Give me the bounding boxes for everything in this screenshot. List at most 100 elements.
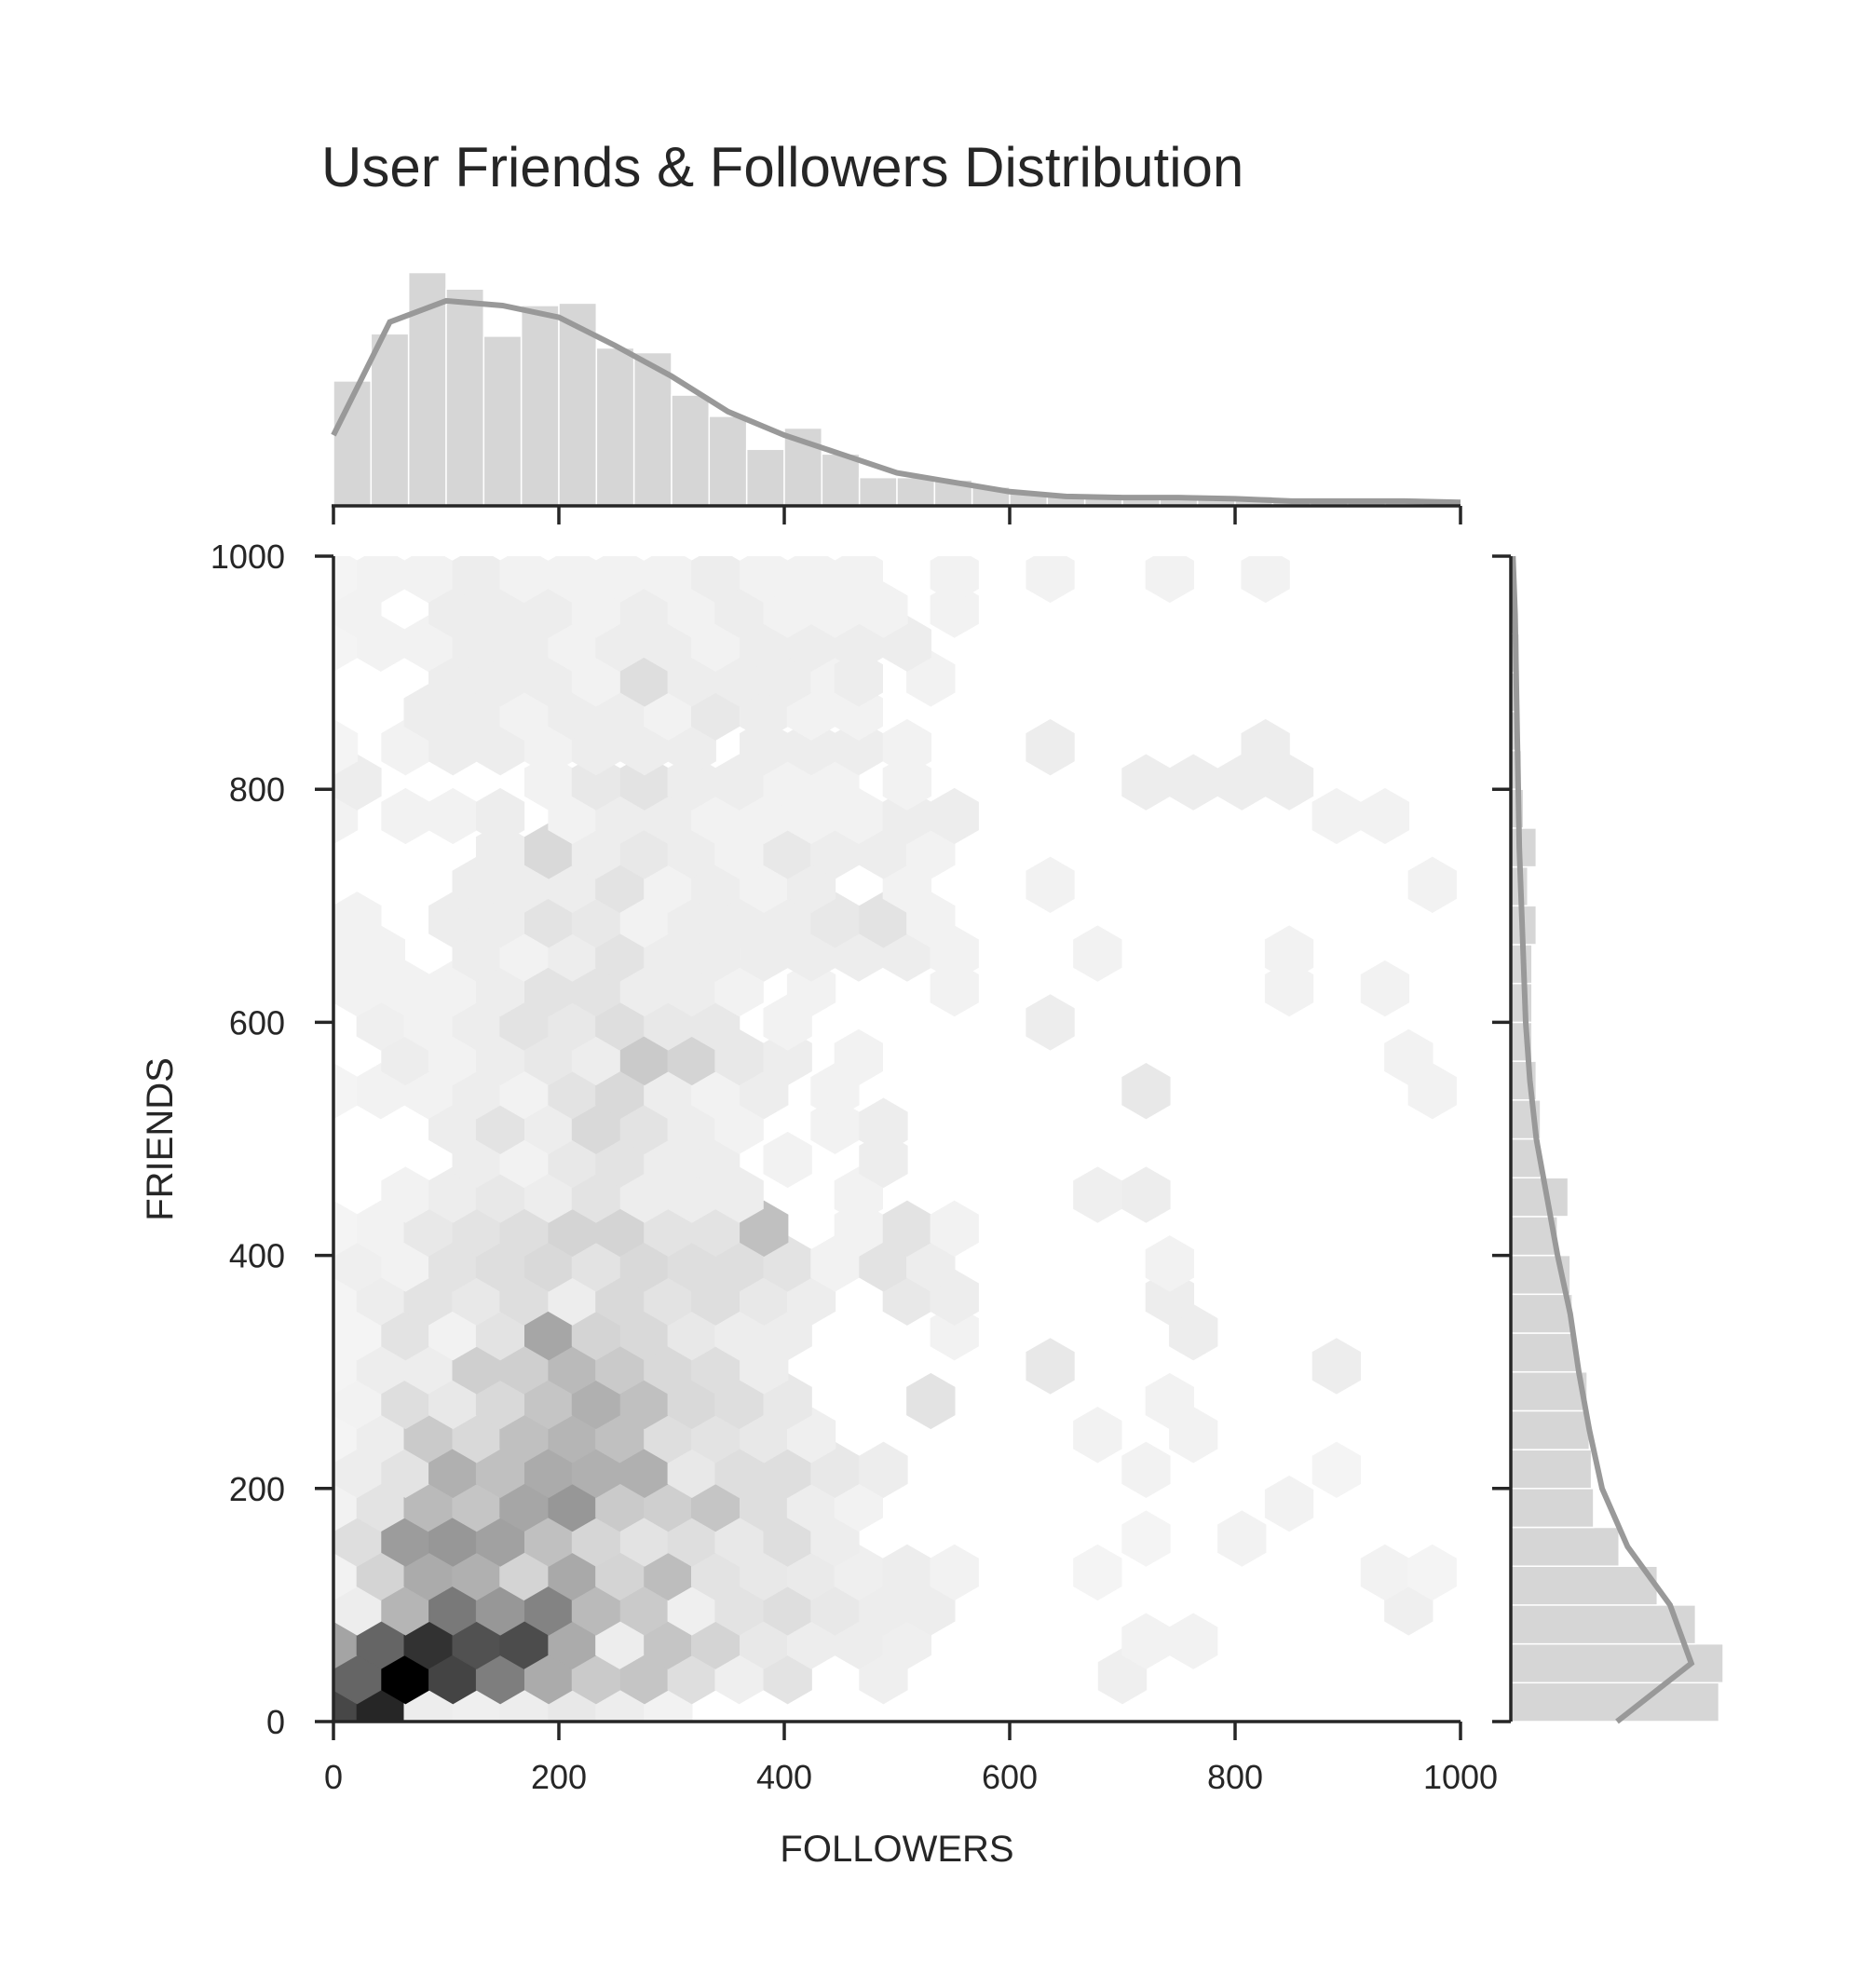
hexbin-cell — [1026, 856, 1075, 913]
hexbin-cell — [333, 718, 359, 776]
right-hist-bar — [1510, 1488, 1595, 1529]
y-tick-label: 400 — [229, 1237, 285, 1275]
hexbin-cell — [403, 556, 453, 604]
hexbin-cell — [1121, 1441, 1171, 1498]
top-hist-bar — [671, 394, 711, 507]
x-tick-label: 800 — [1207, 1758, 1263, 1796]
hexbin-cell — [499, 556, 549, 604]
hexbin-cell — [1026, 1338, 1075, 1395]
hexbin-cell — [1121, 1166, 1171, 1223]
y-tick-label: 800 — [229, 770, 285, 809]
top-hist-bar — [821, 453, 861, 507]
top-hist-bar — [896, 476, 936, 507]
hexbin-cell — [1311, 787, 1362, 845]
y-tick-label: 1000 — [211, 538, 285, 576]
axes — [332, 504, 1513, 1723]
hexbin-cells — [333, 556, 1457, 1722]
hexbin-cell — [1073, 925, 1122, 982]
hexbin-cell — [834, 556, 883, 604]
hexbin-cell — [1026, 718, 1075, 776]
hexbin-cell — [1311, 1338, 1362, 1395]
hexbin-cell — [1145, 1235, 1194, 1292]
top-hist-bar — [595, 347, 635, 507]
chart-title: User Friends & Followers Distribution — [321, 136, 1243, 198]
right-hist-bar — [1510, 1449, 1593, 1490]
x-tick-label: 200 — [531, 1758, 587, 1796]
hexbin-cell — [1121, 1510, 1171, 1567]
x-axis-label: FOLLOWERS — [780, 1829, 1013, 1870]
hexbin-cell — [1145, 556, 1194, 604]
hexbin-cell — [1217, 1510, 1267, 1567]
hexbin-cell — [1384, 1028, 1433, 1086]
y-ticks: 0 200 400 600 800 1000 — [211, 538, 1511, 1741]
hexbin-cell — [1026, 556, 1075, 604]
top-hist-bar — [520, 305, 560, 507]
top-hist-bar — [482, 335, 523, 507]
y-tick-label: 600 — [229, 1003, 285, 1042]
hexbin-cell — [1360, 787, 1410, 845]
hexbin-cell — [1073, 1544, 1122, 1601]
x-tick-label: 0 — [324, 1758, 343, 1796]
right-kde-curve — [1510, 555, 1695, 1724]
top-hist-bar — [858, 476, 898, 507]
hexbin-cell — [1241, 718, 1290, 776]
hexbin-cell — [1264, 925, 1314, 982]
right-hist-bar — [1510, 1682, 1720, 1722]
hexbin-cell — [428, 787, 478, 845]
hexbin-cell — [882, 718, 931, 776]
hexbin-cell — [906, 1372, 956, 1430]
top-hist-bar — [745, 448, 785, 507]
hexbin-cell — [1121, 754, 1171, 810]
hexbin-plot-area — [333, 556, 1457, 1722]
right-hist-bar — [1510, 1293, 1573, 1334]
hexbin-cell — [1169, 1613, 1218, 1669]
y-tick-label: 200 — [229, 1470, 285, 1508]
hexbin-cell — [930, 1544, 979, 1601]
hexbin-cell — [1169, 754, 1218, 810]
hexbin-cell — [1407, 856, 1457, 913]
hexbin-cell — [381, 787, 430, 845]
hexbin-cell — [834, 1028, 883, 1086]
right-hist-bar — [1510, 1604, 1697, 1645]
hexbin-cell — [859, 1441, 908, 1498]
y-axis-label: FRIENDS — [140, 1057, 181, 1221]
top-hist-bar — [445, 288, 485, 507]
hexbin-cell — [1311, 1441, 1362, 1498]
hexbin-cell — [1241, 556, 1290, 604]
x-tick-label: 600 — [982, 1758, 1038, 1796]
right-marginal-histogram — [1510, 555, 1724, 1724]
hexbin-cell — [1407, 1544, 1457, 1601]
right-hist-bar — [1510, 1370, 1588, 1412]
right-hist-bar — [1510, 982, 1533, 1024]
x-tick-label: 400 — [756, 1758, 812, 1796]
hexbin-cell — [333, 892, 382, 948]
hexbin-cell — [1360, 960, 1410, 1017]
top-hist-bar — [708, 415, 748, 507]
hexbin-cell — [1073, 1166, 1122, 1223]
hexbin-cell — [691, 556, 740, 604]
hexbin-cell — [763, 1131, 812, 1189]
x-ticks: 0 200 400 600 800 1000 — [324, 506, 1498, 1796]
hexbin-cell — [475, 787, 525, 845]
top-marginal-histogram — [331, 271, 1461, 507]
right-hist-bar — [1510, 1177, 1569, 1218]
right-hist-bar — [1510, 1565, 1659, 1606]
hexbin-cell — [930, 787, 979, 845]
hexbin-cell — [1026, 994, 1075, 1051]
hexbin-cell — [1073, 1407, 1122, 1464]
y-tick-label: 0 — [266, 1703, 285, 1741]
right-hist-bar — [1510, 1332, 1578, 1373]
top-kde-curve — [331, 297, 1461, 506]
hexbin-cell — [859, 1097, 908, 1154]
right-hist-bar — [1510, 1526, 1621, 1567]
hexbin-cell — [1121, 1063, 1171, 1120]
right-hist-bar — [1510, 1409, 1591, 1450]
top-hist-bar — [370, 333, 410, 507]
hexbin-cell — [1264, 1475, 1314, 1532]
hexbin-cell — [930, 1200, 979, 1257]
right-hist-bar — [1510, 827, 1538, 868]
hexbin-cell — [930, 556, 979, 604]
x-tick-label: 1000 — [1423, 1758, 1498, 1796]
hexbin-cell — [595, 556, 645, 604]
